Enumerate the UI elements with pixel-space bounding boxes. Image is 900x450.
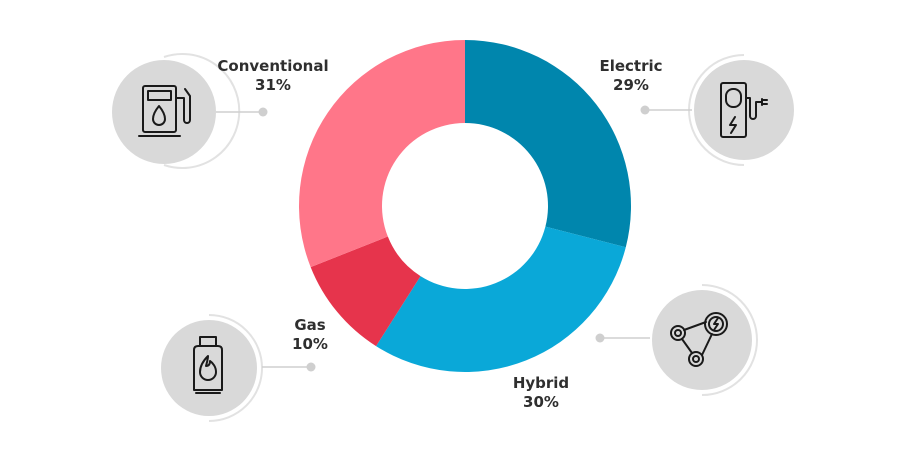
electric-label-value: 29%	[613, 76, 649, 94]
hybrid-label-value: 30%	[523, 393, 559, 411]
fuel-pump-icon	[138, 85, 191, 137]
gas-cylinder-icon	[193, 336, 223, 394]
gas-ring-arc	[208, 314, 263, 422]
electric-label-name: Electric	[599, 57, 663, 75]
gas-icon-circle	[161, 320, 257, 416]
electric-label: Electric 29%	[585, 57, 677, 95]
ev-charger-icon	[720, 82, 768, 138]
conventional-label-value: 31%	[255, 76, 291, 94]
gas-leader-dot	[306, 362, 316, 372]
hybrid-leader-dot	[595, 333, 605, 343]
hybrid-icon-group	[595, 284, 758, 396]
hybrid-ring-arc	[701, 284, 758, 396]
hybrid-label-name: Hybrid	[512, 374, 570, 392]
conventional-ring-arc	[163, 53, 241, 169]
slice-conventional	[299, 40, 465, 268]
hybrid-engine-icon	[670, 312, 728, 367]
gas-label-value: 10%	[292, 335, 328, 353]
gas-label-name: Gas	[294, 316, 326, 334]
conventional-leader-dot	[258, 107, 268, 117]
gas-label: Gas 10%	[268, 316, 352, 354]
conventional-label: Conventional 31%	[204, 57, 342, 95]
slice-electric	[465, 40, 631, 248]
slice-hybrid	[376, 226, 626, 372]
conventional-icon-group	[112, 53, 268, 169]
hybrid-icon-circle	[652, 290, 752, 390]
slice-gas	[310, 236, 421, 347]
gas-icon-group	[161, 314, 316, 422]
electric-icon-circle	[694, 60, 794, 160]
donut-slices	[299, 40, 631, 372]
electric-leader-dot	[640, 105, 650, 115]
conventional-label-name: Conventional	[217, 57, 329, 75]
electric-icon-group	[640, 54, 794, 166]
hybrid-label: Hybrid 30%	[495, 374, 587, 412]
